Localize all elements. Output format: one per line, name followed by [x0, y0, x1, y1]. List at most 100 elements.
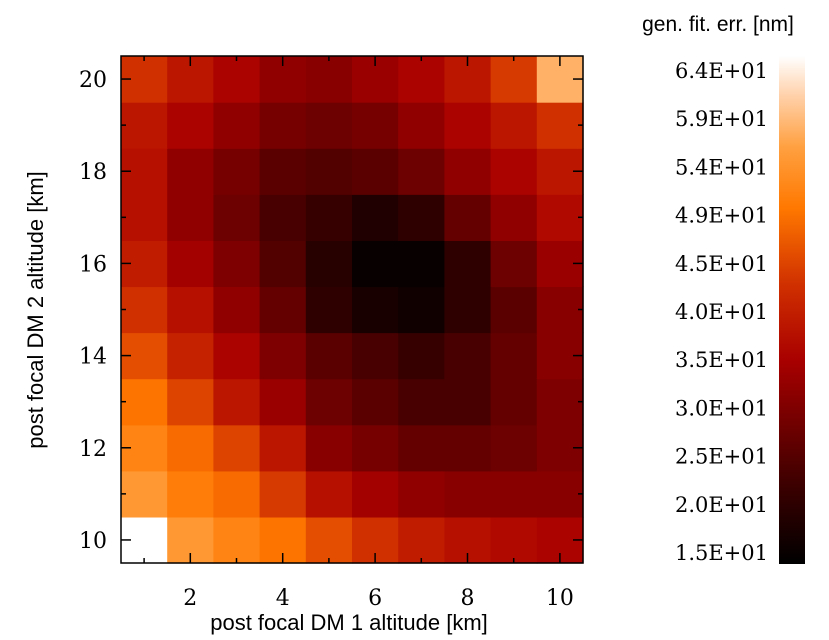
- heatmap-cell: [305, 286, 353, 334]
- heatmap-cell: [490, 378, 538, 426]
- heatmap-cell: [352, 378, 399, 426]
- heatmap-cell: [490, 516, 538, 564]
- heatmap-cell: [121, 102, 168, 149]
- heatmap-cell: [398, 378, 445, 426]
- heatmap-cell: [305, 240, 353, 288]
- heatmap-cell: [305, 516, 353, 564]
- x-tick-label: 6: [368, 586, 382, 611]
- heatmap-cell: [167, 378, 214, 426]
- heatmap-cell: [444, 102, 492, 149]
- heatmap-cell: [398, 470, 445, 518]
- colorbar: [779, 56, 805, 564]
- y-tick-label: 14: [79, 345, 107, 370]
- heatmap-cell: [167, 102, 214, 149]
- heatmap-cell: [352, 194, 399, 241]
- heatmap-cell: [536, 286, 584, 334]
- y-tick-label: 12: [79, 437, 107, 462]
- heatmap-cell: [398, 194, 445, 241]
- heatmap-cell: [167, 470, 214, 518]
- heatmap-cell: [490, 286, 538, 334]
- heatmap-cell: [259, 102, 307, 149]
- heatmap-cell: [444, 470, 492, 518]
- heatmap-cell: [444, 332, 492, 380]
- heatmap-cell: [305, 332, 353, 380]
- heatmap-cell: [305, 194, 353, 241]
- heatmap-cell: [444, 240, 492, 288]
- heatmap-cell: [305, 378, 353, 426]
- colorbar-tick-label: 5.9E+01: [675, 107, 768, 131]
- heatmap-cell: [444, 194, 492, 241]
- colorbar-tick-label: 3.5E+01: [675, 348, 768, 372]
- heatmap-cell: [259, 148, 307, 195]
- heatmap-cell: [352, 240, 399, 288]
- heatmap-cell: [444, 286, 492, 334]
- y-tick-label: 20: [79, 68, 107, 93]
- heatmap-cell: [352, 148, 399, 195]
- heatmap-cell: [536, 470, 584, 518]
- heatmap-cell: [305, 148, 353, 195]
- heatmap-cell: [167, 194, 214, 241]
- heatmap-cell: [213, 286, 261, 334]
- heatmap-cell: [121, 194, 168, 241]
- heatmap-cell: [398, 332, 445, 380]
- heatmap-cell: [444, 378, 492, 426]
- axes: 2 4 6 8 10 10 12 14 16 18 20: [79, 56, 583, 611]
- heatmap-cell: [352, 470, 399, 518]
- heatmap-cell: [259, 424, 307, 472]
- heatmap-cell: [398, 102, 445, 149]
- heatmap-cell: [259, 470, 307, 518]
- heatmap-cell: [398, 148, 445, 195]
- heatmap-cell: [352, 332, 399, 380]
- heatmap-cell: [444, 424, 492, 472]
- heatmap-cell: [121, 378, 168, 426]
- heatmap-cell: [259, 194, 307, 241]
- colorbar-tick-label: 5.4E+01: [675, 155, 768, 179]
- y-axis-label: post focal DM 2 altitude [km]: [23, 171, 48, 449]
- colorbar-tick-label: 6.4E+01: [675, 59, 768, 83]
- colorbar-tick-label: 1.5E+01: [675, 541, 768, 565]
- colorbar-tick-label: 4.5E+01: [675, 252, 768, 276]
- heatmap-cell: [213, 332, 261, 380]
- heatmap-cell: [352, 102, 399, 149]
- heatmap-cells: [121, 56, 584, 564]
- heatmap-cell: [490, 470, 538, 518]
- y-tick-label: 16: [79, 252, 107, 277]
- heatmap-cell: [352, 286, 399, 334]
- heatmap-cell: [167, 286, 214, 334]
- y-tick-label: 18: [79, 160, 107, 185]
- heatmap-cell: [121, 470, 168, 518]
- colorbar-tick-label: 4.9E+01: [675, 204, 768, 228]
- heatmap-cell: [398, 424, 445, 472]
- heatmap-cell: [490, 332, 538, 380]
- heatmap-cell: [213, 470, 261, 518]
- heatmap-cell: [398, 240, 445, 288]
- heatmap-cell: [490, 56, 538, 103]
- heatmap-cell: [536, 102, 584, 149]
- x-axis-label: post focal DM 1 altitude [km]: [210, 610, 488, 635]
- heatmap-cell: [121, 286, 168, 334]
- heatmap-cell: [305, 424, 353, 472]
- heatmap-cell: [490, 240, 538, 288]
- colorbar-tick-label: 2.5E+01: [675, 445, 768, 469]
- heatmap-cell: [490, 148, 538, 195]
- heatmap-cell: [213, 194, 261, 241]
- colorbar-label: gen. fit. err. [nm]: [642, 13, 794, 36]
- x-tick-label: 2: [183, 586, 197, 611]
- heatmap-cell: [213, 148, 261, 195]
- heatmap-cell: [213, 102, 261, 149]
- heatmap-cell: [352, 424, 399, 472]
- y-tick-label: 10: [79, 529, 107, 554]
- heatmap-cell: [213, 516, 261, 564]
- heatmap-cell: [444, 148, 492, 195]
- heatmap-cell: [167, 424, 214, 472]
- heatmap-cell: [398, 286, 445, 334]
- x-tick-label: 10: [546, 586, 574, 611]
- heatmap-cell: [213, 56, 261, 103]
- heatmap-cell: [167, 332, 214, 380]
- heatmap-cell: [490, 424, 538, 472]
- heatmap-cell: [305, 470, 353, 518]
- heatmap-cell: [167, 148, 214, 195]
- heatmap-cell: [259, 286, 307, 334]
- heatmap-cell: [490, 102, 538, 149]
